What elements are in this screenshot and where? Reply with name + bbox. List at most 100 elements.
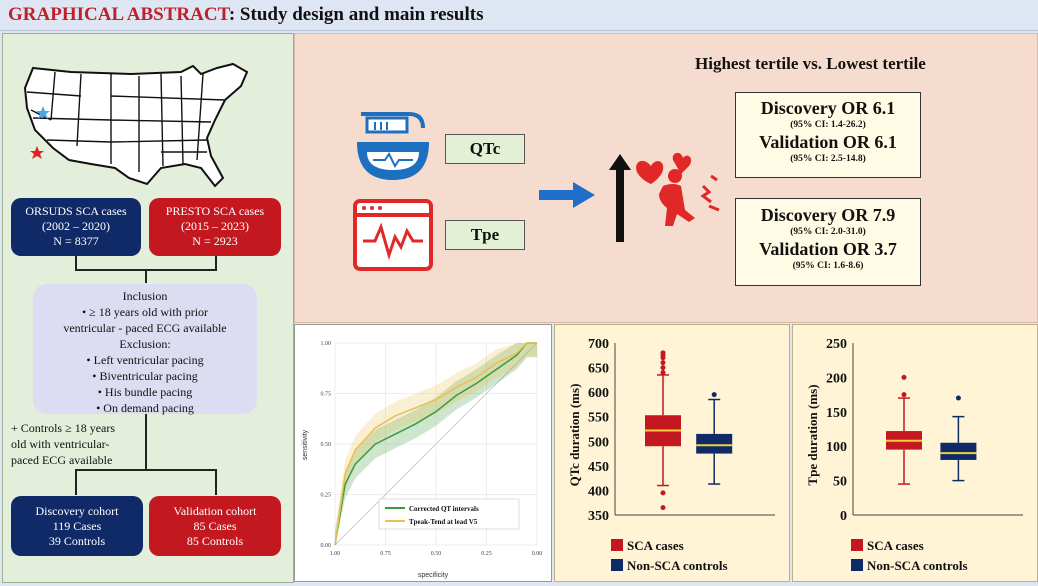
roc-ci-band <box>335 343 537 545</box>
controls-note: + Controls ≥ 18 years old with ventricul… <box>11 420 143 468</box>
outlier-point <box>901 392 907 398</box>
inclusion-criteria-box: Inclusion • ≥ 18 years old with prior ve… <box>33 284 257 415</box>
tpe-legend-sca: SCA cases <box>867 538 924 553</box>
tpe-discovery-or: Discovery OR 7.9 <box>760 205 896 225</box>
discovery-cases: 119 Cases <box>52 519 102 533</box>
presto-years: (2015 – 2023) <box>181 219 249 233</box>
connector <box>215 469 217 495</box>
right-arrow-icon <box>539 182 595 208</box>
outlier-point <box>901 374 907 380</box>
qtc-ylabel: QTc duration (ms) <box>567 384 582 487</box>
discovery-cohort-box: Discovery cohort 119 Cases 39 Controls <box>11 496 143 556</box>
presto-cases-box: PRESTO SCA cases (2015 – 2023) N = 2923 <box>149 198 281 256</box>
tpe-legend: SCA cases Non-SCA controls <box>851 538 968 573</box>
roc-ytick: 0.00 <box>321 543 332 549</box>
us-map-icon <box>23 62 249 188</box>
outlier-point <box>660 360 666 366</box>
outlier-point <box>711 392 717 398</box>
outlier-point <box>660 365 666 371</box>
main-results-panel: Highest tertile vs. Lowest tertile QTc T… <box>294 33 1038 323</box>
ecg-monitor-icon <box>353 199 433 271</box>
box-iqr <box>696 433 733 454</box>
outlier-point <box>660 505 666 511</box>
roc-xtick: 1.00 <box>330 551 341 557</box>
outlier-point <box>660 369 666 375</box>
y-tick-label: 350 <box>588 509 609 524</box>
tpe-boxplot-chart: 0 50 100 150 200 250 Tpe duration (ms) SCA ca… <box>805 337 1023 573</box>
qtc-validation-ci: (95% CI: 2.5-14.8) <box>790 154 866 164</box>
roc-ylabel: sensitivity <box>302 429 309 460</box>
roc-legend: Corrected QT intervals Tpeak-Tend at lea… <box>378 498 520 530</box>
tpe-ylabel: Tpe duration (ms) <box>805 384 820 485</box>
qtc-legend-non-sca: Non-SCA controls <box>627 558 728 573</box>
outlier-point <box>660 490 666 496</box>
up-arrow-icon <box>609 154 631 242</box>
validation-cohort-box: Validation cohort 85 Cases 85 Controls <box>149 496 281 556</box>
criteria-line: • Left ventricular pacing <box>86 353 204 367</box>
roc-xtick: 0.25 <box>481 551 492 557</box>
controls-line: old with ventricular- <box>11 437 110 451</box>
roc-ytick: 0.50 <box>321 442 332 448</box>
roc-chart: 1.00 0.75 0.50 0.25 0.00 0.00 0.25 0.50 0.75 1.00… <box>302 341 542 579</box>
presto-n: N = 2923 <box>192 234 238 248</box>
y-tick-label: 50 <box>833 475 847 490</box>
roc-xtick: 0.75 <box>380 551 391 557</box>
qtc-validation-or: Validation OR 6.1 <box>759 132 897 152</box>
qtc-discovery-or: Discovery OR 6.1 <box>760 98 896 118</box>
tpe-discovery-ci: (95% CI: 2.0-31.0) <box>790 227 866 237</box>
controls-line: + Controls ≥ 18 years <box>11 421 116 435</box>
box-iqr <box>940 442 977 460</box>
roc-legend-qtc: Corrected QT intervals <box>409 505 479 513</box>
connector <box>75 469 77 495</box>
tpe-label: Tpe <box>445 220 525 250</box>
qtc-boxplot-panel: 350 400 450 500 550 600 650 700 QTc duration (m… <box>554 324 790 582</box>
y-tick-label: 700 <box>588 337 609 352</box>
validation-cases: 85 Cases <box>193 519 237 533</box>
roc-legend-tpe: Tpeak-Tend at lead V5 <box>409 518 478 526</box>
qtc-discovery-ci: (95% CI: 1.4-26.2) <box>790 120 866 130</box>
connector <box>145 269 147 283</box>
y-tick-label: 650 <box>588 362 609 377</box>
qtc-label: QTc <box>445 134 525 164</box>
y-tick-label: 0 <box>840 509 847 524</box>
y-tick-label: 550 <box>588 411 609 426</box>
controls-line: paced ECG available <box>11 453 113 467</box>
cardiac-arrest-icon <box>636 152 720 226</box>
roc-xlabel: specificity <box>418 572 449 579</box>
comparison-heading: Highest tertile vs. Lowest tertile <box>695 54 926 73</box>
orsuds-n: N = 8377 <box>53 234 99 248</box>
orsuds-cases-box: ORSUDS SCA cases (2002 – 2020) N = 8377 <box>11 198 141 256</box>
y-tick-label: 200 <box>826 371 847 386</box>
y-tick-label: 400 <box>588 484 609 499</box>
y-tick-label: 100 <box>826 440 847 455</box>
roc-ytick: 1.00 <box>321 341 332 347</box>
y-tick-label: 500 <box>588 435 609 450</box>
connector <box>145 414 147 470</box>
outlier-point <box>660 350 666 356</box>
abstract-title: GRAPHICAL ABSTRACT: Study design and mai… <box>8 4 483 26</box>
roc-diagonal <box>334 342 538 546</box>
validation-controls: 85 Controls <box>186 534 244 548</box>
ecg-device-icon <box>357 112 429 180</box>
criteria-line: ventricular - paced ECG available <box>63 321 227 335</box>
roc-xtick: 0.50 <box>431 551 442 557</box>
criteria-line: • Biventricular pacing <box>92 369 198 383</box>
roc-ytick: 0.75 <box>321 392 332 398</box>
criteria-line: • His bundle pacing <box>97 385 193 399</box>
connector <box>215 256 217 270</box>
discovery-title: Discovery cohort <box>35 504 119 518</box>
criteria-line: • On demand pacing <box>96 401 194 415</box>
outlier-point <box>955 395 961 401</box>
y-tick-label: 450 <box>588 460 609 475</box>
roc-ytick: 0.25 <box>321 493 332 499</box>
validation-title: Validation cohort <box>173 504 257 518</box>
presto-title: PRESTO SCA cases <box>165 204 265 218</box>
tpe-boxplot-panel: 0 50 100 150 200 250 Tpe duration (ms) SCA ca… <box>792 324 1038 582</box>
criteria-line: Inclusion <box>122 289 168 303</box>
title-red: GRAPHICAL ABSTRACT <box>8 4 229 25</box>
y-tick-label: 600 <box>588 386 609 401</box>
orsuds-years: (2002 – 2020) <box>42 219 110 233</box>
qtc-legend: SCA cases Non-SCA controls <box>611 538 728 573</box>
y-tick-label: 150 <box>826 406 847 421</box>
roc-curve-panel: 1.00 0.75 0.50 0.25 0.00 0.00 0.25 0.50 0.75 1.00… <box>294 324 552 582</box>
